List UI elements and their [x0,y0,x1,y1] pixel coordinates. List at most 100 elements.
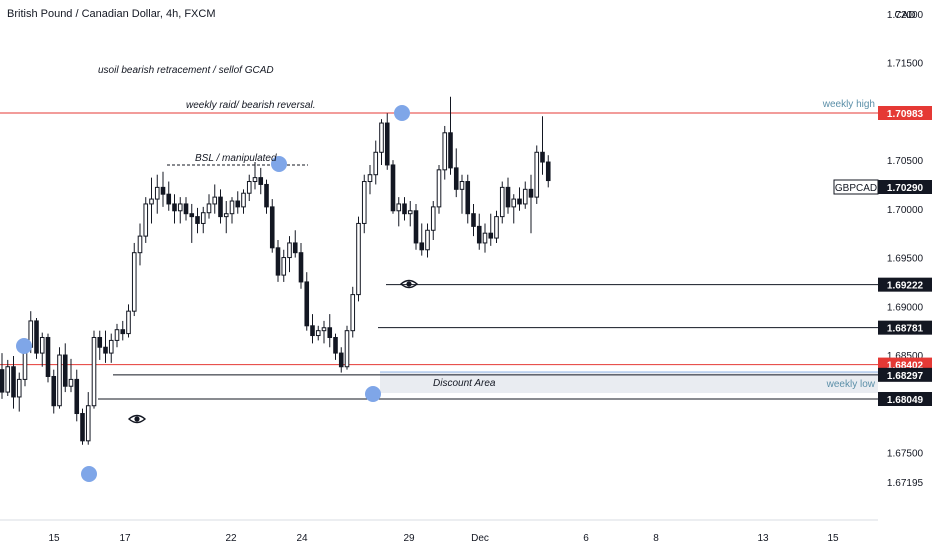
chart-title: British Pound / Canadian Dollar, 4h, FXC… [7,8,216,20]
candle [379,119,384,165]
candle [154,174,160,214]
candle [68,358,74,393]
candle [45,333,51,383]
y-tick-label: 1.72000 [887,10,924,21]
candle [390,160,396,214]
candle [85,392,91,445]
candle [172,194,177,224]
candles [0,96,551,445]
candle-body [177,203,183,212]
candle-body [269,206,275,249]
price-tag-label: 1.69222 [887,281,924,292]
currency-label: CAD [894,10,915,21]
candle [321,320,327,344]
candle [235,191,241,214]
candle-body [287,242,292,259]
candle [499,181,505,224]
candle-body [45,336,51,377]
candle [39,332,45,367]
candle [448,96,453,175]
candle [396,197,402,227]
candle [471,203,476,237]
price-tag [878,367,932,382]
candle-body [356,222,361,296]
candle [540,116,545,175]
candle-body [310,325,315,337]
candle-body [235,200,241,208]
candle [534,145,540,204]
candle [11,356,16,409]
candle-body [292,242,298,254]
candle [80,408,85,445]
candle-body [275,247,281,276]
candle [212,184,218,214]
candle-body [453,167,459,190]
price-tag-label: 1.68049 [887,395,924,406]
candle-body [419,242,425,251]
candle-body [160,186,166,195]
candle [292,230,298,258]
candle [476,213,482,250]
candle-body [459,181,465,190]
candle-body [298,252,304,283]
price-tag-label: 1.70983 [887,109,924,120]
candle-body [379,122,384,153]
candle [5,359,11,396]
candle [419,223,425,256]
candle-body [315,330,321,337]
candle [275,240,281,282]
weekly-raid-annotation: weekly raid/ bearish reversal. [186,100,316,111]
candle-body [499,186,505,218]
candle [287,236,292,273]
candle [511,194,517,224]
candle-body [373,151,379,176]
candle-body [430,206,436,231]
candle-body [413,210,419,244]
candle-body [200,212,206,224]
candle [298,242,304,289]
candle-body [62,354,68,387]
candle [108,333,114,363]
candle [310,314,315,344]
candle-body [103,346,108,354]
candle-body [407,210,413,215]
level-lines [0,112,878,400]
candle [246,174,252,202]
candle [51,369,57,414]
candle-body [540,151,545,163]
candle [200,206,206,234]
candle-body [304,281,310,327]
candle-body [252,177,258,183]
x-tick-label: 22 [225,533,237,544]
candle [402,197,407,221]
price-tag [878,277,932,292]
candle [218,189,223,224]
price-tag [878,392,932,406]
candle-body [396,203,402,212]
candle-body [57,354,62,407]
candle-body [471,213,476,227]
candle [327,314,333,348]
candle-body [34,320,39,354]
price-tag [878,320,932,335]
candle-body [154,186,160,200]
candle [482,223,488,253]
candle [229,197,235,224]
swing-marker [271,156,287,172]
candle [494,210,499,243]
candle-body [206,203,212,214]
candle-body [126,310,131,335]
x-tick-label: 6 [583,533,589,544]
candle [281,249,287,282]
candle-body [11,366,16,398]
candle-body [448,132,453,169]
candle [430,201,436,241]
candle-body [0,369,5,393]
y-tick-label: 1.68500 [887,351,924,362]
y-tick-label: 1.69000 [887,302,924,313]
candle-body [80,413,85,442]
candle [505,177,511,214]
candle [74,369,80,422]
candle [338,347,344,373]
